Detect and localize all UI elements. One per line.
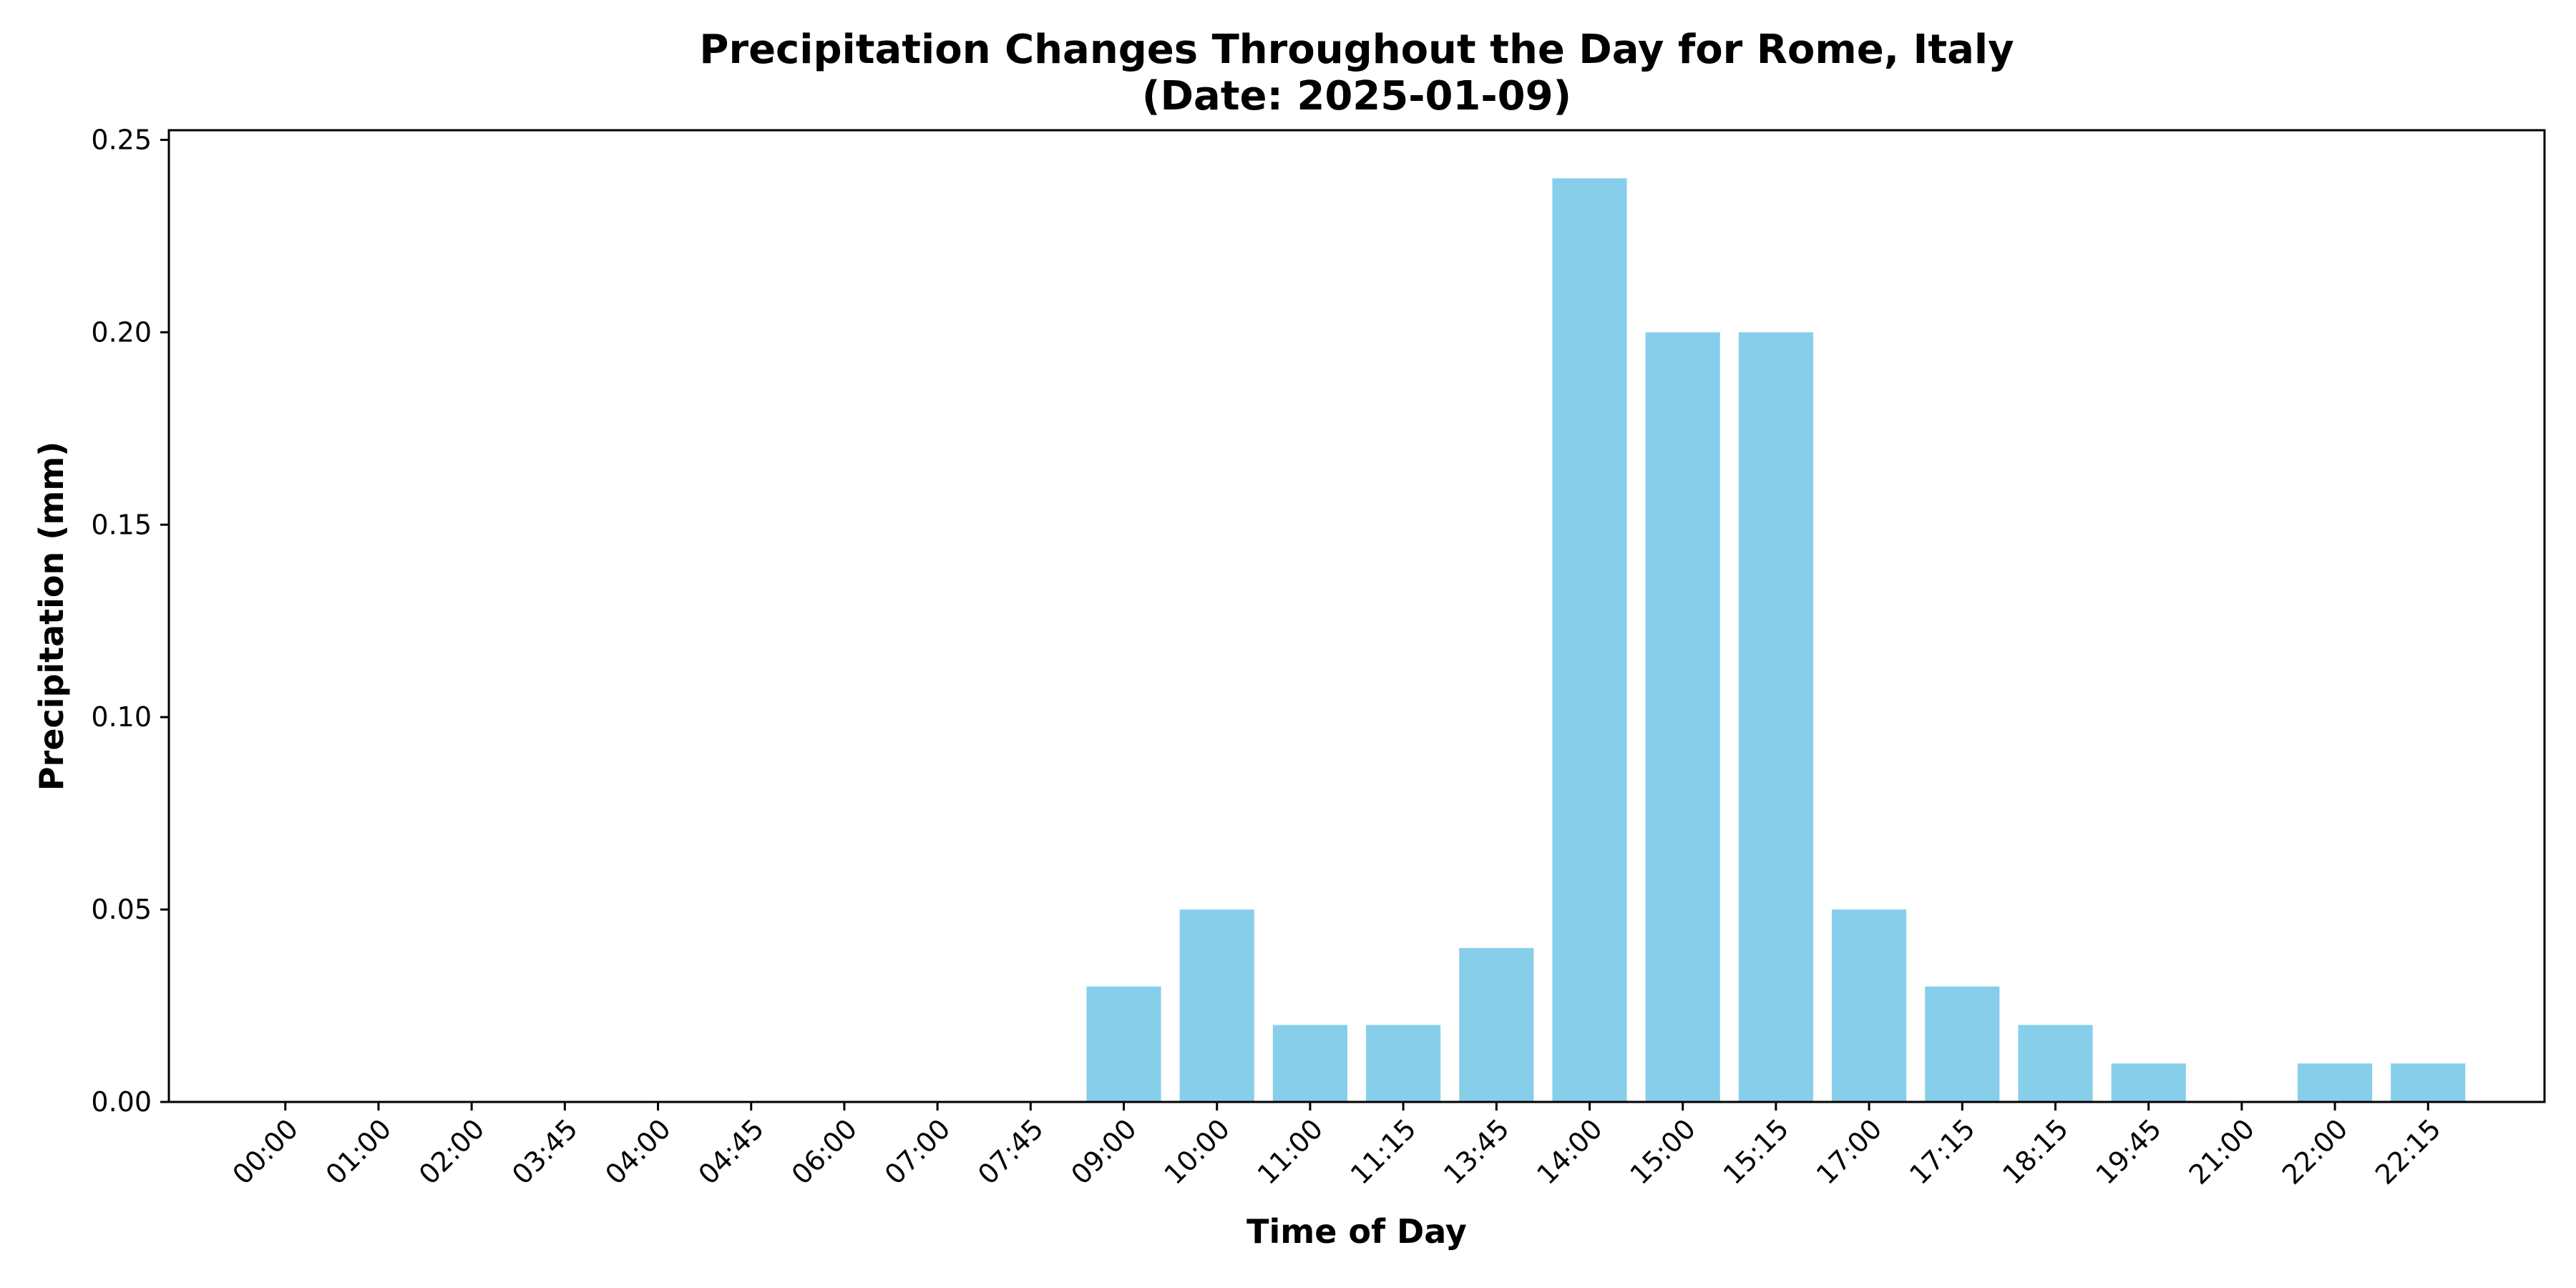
x-tick-label: 00:00 bbox=[227, 1113, 305, 1191]
bar-1000 bbox=[1179, 909, 1254, 1102]
x-tick-label: 04:00 bbox=[599, 1113, 677, 1191]
bars-group bbox=[1086, 178, 2466, 1103]
x-tick-label: 07:00 bbox=[879, 1113, 957, 1191]
x-tick-label: 04:45 bbox=[693, 1113, 771, 1191]
y-tick-label: 0.25 bbox=[91, 124, 152, 155]
x-tick-label: 17:15 bbox=[1903, 1113, 1981, 1191]
x-tick-label: 19:45 bbox=[2089, 1113, 2167, 1191]
chart-title-line2: (Date: 2025-01-09) bbox=[1142, 73, 1571, 119]
x-tick-label: 02:00 bbox=[413, 1113, 491, 1191]
x-tick-label: 11:00 bbox=[1252, 1113, 1330, 1191]
bar-1100 bbox=[1272, 1025, 1347, 1102]
y-tick-label: 0.20 bbox=[91, 316, 152, 348]
x-tick-label: 01:00 bbox=[320, 1113, 398, 1191]
x-tick-label: 11:15 bbox=[1345, 1113, 1423, 1191]
bar-1115 bbox=[1366, 1025, 1441, 1102]
plot-area-frame bbox=[167, 129, 2546, 1103]
x-tick-label: 07:45 bbox=[972, 1113, 1050, 1191]
x-tick-label: 13:45 bbox=[1438, 1113, 1516, 1191]
y-axis-label: Precipitation (mm) bbox=[32, 441, 71, 791]
bar-2200 bbox=[2297, 1063, 2373, 1102]
x-tick-label: 06:00 bbox=[786, 1113, 864, 1191]
bar-2215 bbox=[2391, 1063, 2466, 1102]
y-tick-label: 0.05 bbox=[91, 894, 152, 925]
x-tick-label: 10:00 bbox=[1158, 1113, 1236, 1191]
x-tick-label: 15:15 bbox=[1717, 1113, 1795, 1191]
x-tick-label: 18:15 bbox=[1996, 1113, 2074, 1191]
x-tick-label: 21:00 bbox=[2183, 1113, 2261, 1191]
bar-1815 bbox=[2018, 1025, 2093, 1102]
x-tick-label: 15:00 bbox=[1624, 1113, 1702, 1191]
bar-1700 bbox=[1832, 909, 1907, 1102]
x-tick-label: 14:00 bbox=[1531, 1113, 1609, 1191]
y-axis-ticks: 0.00 0.05 0.10 0.15 0.20 0.25 bbox=[91, 124, 169, 1118]
bar-0900 bbox=[1086, 986, 1161, 1102]
bar-1400 bbox=[1552, 178, 1627, 1103]
y-tick-label: 0.10 bbox=[91, 701, 152, 733]
bar-1515 bbox=[1738, 332, 1813, 1102]
bar-1945 bbox=[2111, 1063, 2186, 1102]
x-tick-label: 17:00 bbox=[1810, 1113, 1888, 1191]
x-tick-label: 22:15 bbox=[2369, 1113, 2447, 1191]
bar-1715 bbox=[1925, 986, 2000, 1102]
x-axis-label: Time of Day bbox=[1246, 1212, 1467, 1251]
x-tick-label: 22:00 bbox=[2276, 1113, 2354, 1191]
x-axis-ticks: 00:00 01:00 02:00 03:45 04:00 04:45 06:00 07:00… bbox=[227, 1102, 2447, 1191]
bar-1345 bbox=[1459, 947, 1534, 1102]
chart-title-line1: Precipitation Changes Throughout the Day… bbox=[699, 26, 2014, 73]
y-tick-label: 0.15 bbox=[91, 509, 152, 540]
bar-1500 bbox=[1645, 332, 1720, 1102]
y-tick-label: 0.00 bbox=[91, 1086, 152, 1118]
x-tick-label: 03:45 bbox=[506, 1113, 584, 1191]
x-tick-label: 09:00 bbox=[1065, 1113, 1143, 1191]
